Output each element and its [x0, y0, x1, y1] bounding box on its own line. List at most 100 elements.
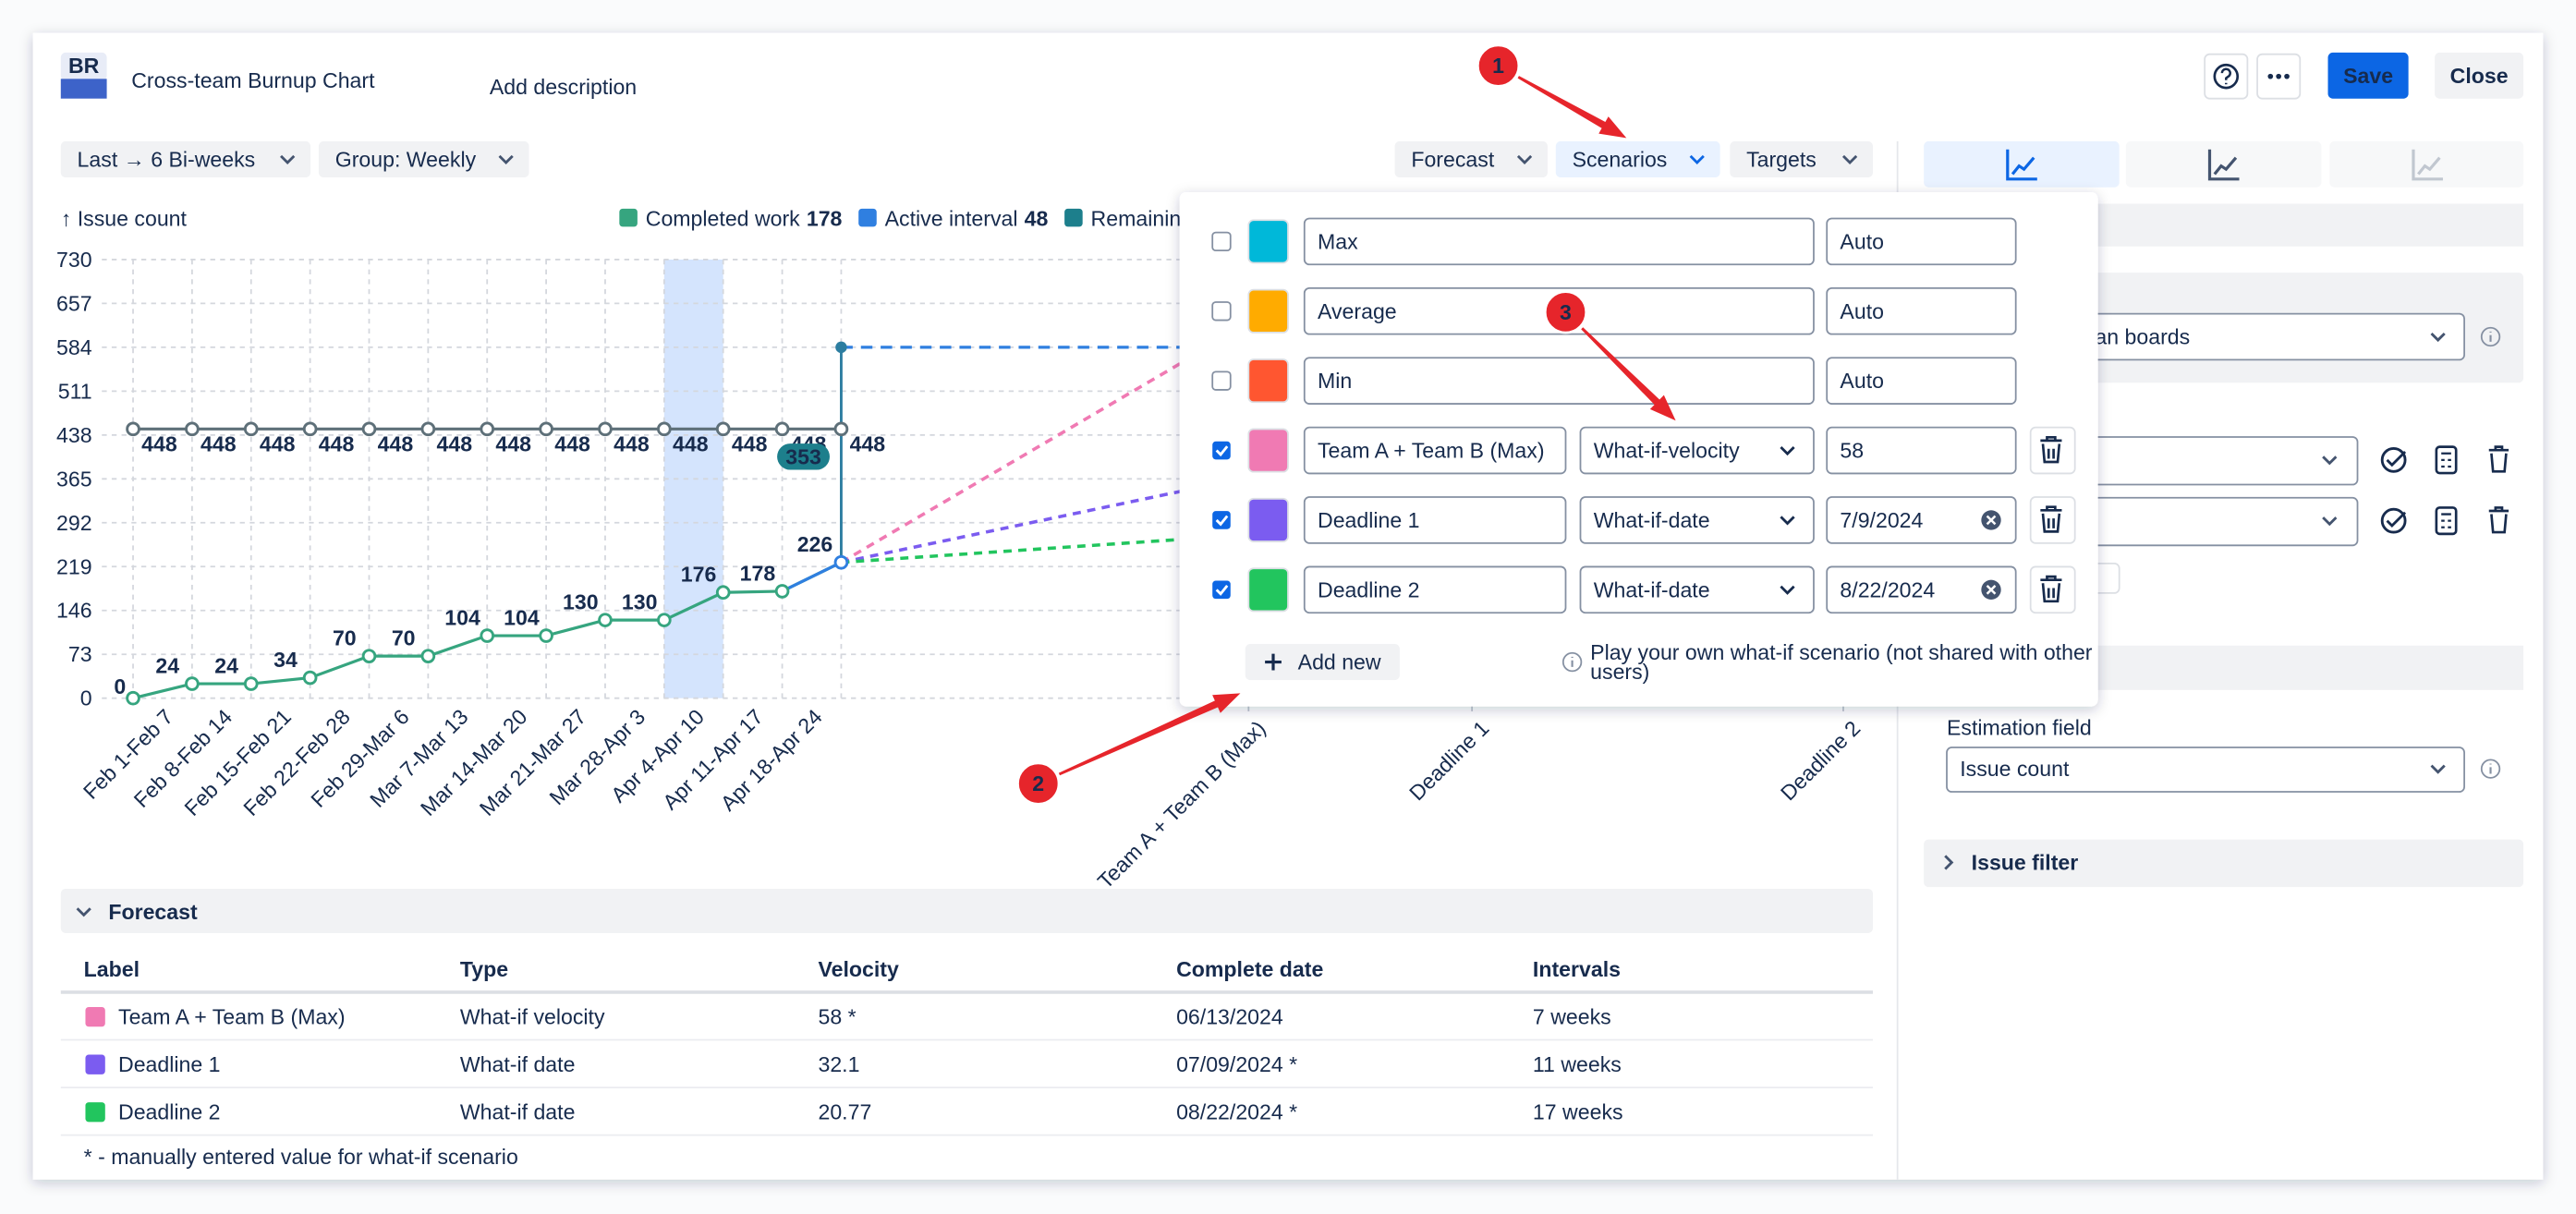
data-point [774, 421, 790, 437]
scenario-forecast-line [841, 488, 1190, 565]
trash-button[interactable] [2029, 565, 2076, 614]
y-tick-label: 292 [56, 511, 92, 535]
data-label: 448 [437, 431, 473, 455]
data-point [126, 690, 140, 706]
y-tick-label: 730 [56, 248, 92, 272]
name-input[interactable] [1303, 217, 1815, 266]
team-icon-check [2386, 511, 2407, 528]
data-label: 448 [673, 431, 709, 455]
close-button[interactable] [2435, 52, 2524, 99]
chevron [2322, 455, 2338, 466]
toolbar-button[interactable] [1730, 140, 1873, 178]
panel-tab[interactable] [2329, 140, 2524, 188]
row-swatch [85, 1054, 105, 1074]
name-input[interactable] [1303, 426, 1567, 475]
trash-button[interactable] [2029, 496, 2076, 544]
panel-tab[interactable] [1924, 140, 2120, 188]
toolbar-label: Forecast [1411, 147, 1494, 171]
color-swatch[interactable] [1247, 567, 1289, 613]
color-swatch[interactable] [1247, 497, 1289, 542]
data-point [480, 628, 495, 643]
save-label: Save [2343, 64, 2393, 88]
info-text: Play your own what-if scenario (not shar… [1590, 640, 2093, 664]
scenario-type: What-if-velocity [1594, 439, 1740, 463]
annotation-number: 2 [1032, 771, 1044, 795]
color-swatch[interactable] [1247, 358, 1289, 404]
table-cell: 17 weeks [1533, 1100, 1623, 1124]
checkbox[interactable] [1212, 580, 1231, 600]
table-cell: Deadline 2 [118, 1100, 220, 1124]
type-select[interactable] [1579, 426, 1815, 475]
trash-icon [2488, 506, 2509, 534]
add-new-button[interactable] [1245, 644, 1400, 681]
data-label: 448 [319, 431, 355, 455]
close-label: Close [2450, 64, 2509, 88]
forecast-header[interactable] [60, 888, 1873, 933]
name-input[interactable] [1303, 565, 1567, 614]
chevron [1780, 585, 1795, 595]
scenario-name: Deadline 1 [1318, 508, 1420, 532]
scenario-name: Deadline 2 [1318, 577, 1420, 601]
issue-filter-label: Issue filter [1972, 850, 2079, 874]
data-point [126, 421, 140, 437]
data-point [361, 649, 377, 663]
data-point [539, 628, 553, 643]
data-point [833, 554, 849, 570]
panel-tab[interactable] [2125, 140, 2322, 188]
column-header: Label [84, 957, 140, 981]
estimation-select[interactable] [1946, 747, 2465, 793]
checkbox[interactable] [1211, 301, 1232, 322]
checkbox[interactable] [1212, 511, 1231, 529]
value-input[interactable] [1826, 357, 2017, 405]
table-cell: Team A + Team B (Max) [118, 1005, 346, 1029]
color-swatch[interactable] [1247, 428, 1289, 473]
help-button[interactable] [2204, 53, 2249, 100]
scenario-name: Max [1318, 229, 1358, 253]
checkbox[interactable] [1211, 231, 1232, 252]
name-input[interactable] [1303, 357, 1815, 405]
checkbox[interactable] [1212, 441, 1231, 460]
name-input[interactable] [1303, 496, 1567, 544]
type-select[interactable] [1579, 565, 1815, 614]
checkbox[interactable] [1211, 370, 1232, 391]
save-button[interactable] [2327, 52, 2409, 99]
active-segment [781, 561, 843, 593]
data-label: 70 [392, 626, 416, 650]
add-description: Add description [490, 75, 637, 99]
trash-button[interactable] [2029, 426, 2076, 475]
data-label: 104 [444, 605, 480, 629]
y-tick-label: 438 [56, 423, 92, 447]
value-input[interactable] [1826, 286, 2017, 335]
annotation-arrow [1517, 76, 1627, 139]
data-label: 178 [740, 561, 776, 585]
toolbar-button[interactable] [318, 140, 529, 178]
y-axis-label: ↑ Issue count [61, 206, 188, 230]
legend-swatch [619, 208, 638, 227]
type-select[interactable] [1579, 496, 1815, 544]
annotation-arrow [1058, 693, 1241, 776]
issue-filter-band[interactable] [1924, 839, 2524, 888]
value-input[interactable] [1826, 217, 2017, 266]
data-label: 448 [554, 431, 590, 455]
data-label: 130 [622, 590, 658, 614]
color-swatch[interactable] [1247, 219, 1289, 264]
scenario-value: Auto [1840, 369, 1884, 393]
y-tick-label: 73 [68, 642, 92, 666]
value-input[interactable] [1826, 496, 2017, 544]
color-swatch[interactable] [1247, 288, 1289, 334]
team-icon [2380, 507, 2407, 534]
column-header: Complete date [1176, 957, 1323, 981]
annotation-number: 1 [1492, 54, 1504, 78]
value-input[interactable] [1826, 426, 2017, 475]
scenario-value: 58 [1840, 439, 1864, 463]
toolbar-button[interactable] [1394, 140, 1548, 178]
toolbar-button[interactable] [60, 140, 311, 178]
data-label: 24 [155, 654, 179, 678]
value-input[interactable] [1826, 565, 2017, 614]
data-point [539, 421, 553, 437]
tab-icon [2412, 149, 2443, 181]
toolbar-label: Group: Weekly [335, 147, 477, 171]
table-cell: 58 * [818, 1005, 856, 1029]
toolbar-button[interactable] [1555, 140, 1720, 178]
